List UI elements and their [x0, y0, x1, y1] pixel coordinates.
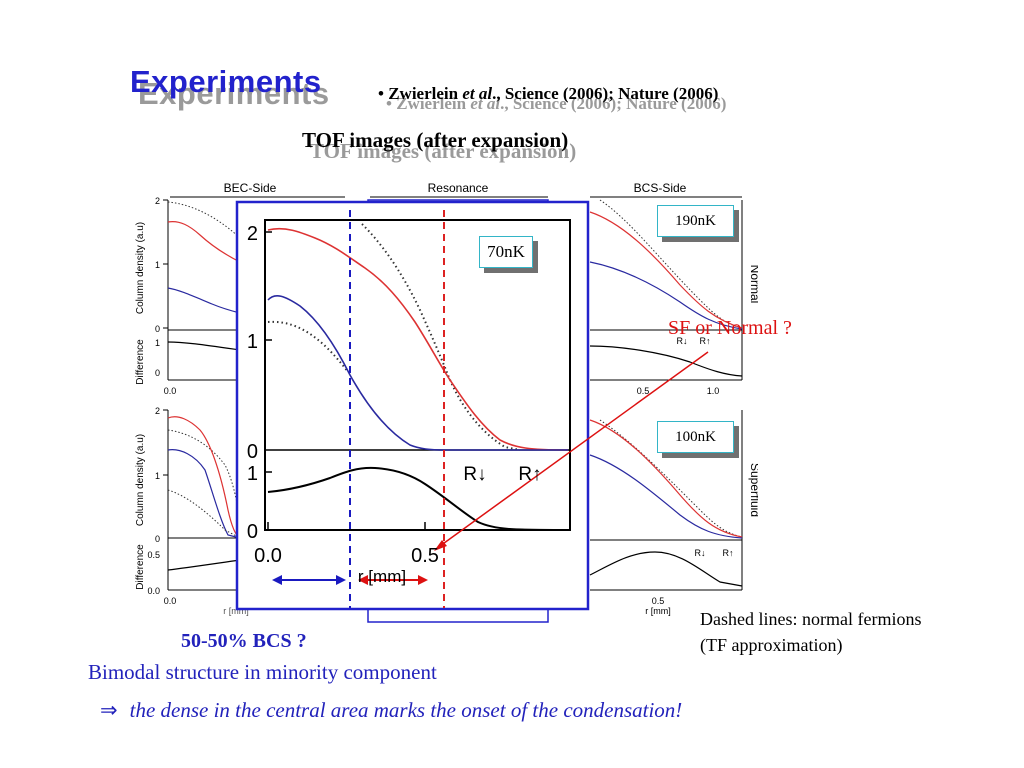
svg-text:2: 2: [155, 196, 160, 206]
panel-bec-superfluid: 2 1 0 0.5 0.0: [147, 406, 241, 596]
svg-text:1: 1: [155, 260, 160, 270]
dashed-lines-note: Dashed lines: normal fermions (TF approx…: [700, 606, 921, 658]
subtitle-shadow: TOF images (after expansion): [310, 139, 577, 163]
svg-text:R↑: R↑: [723, 548, 734, 558]
temperature-tag-70nk: 70nK: [479, 236, 533, 268]
col-title-resonance: Resonance: [428, 181, 489, 195]
title-shadow: Experiments: [138, 76, 330, 111]
panel-bcs-normal: R↓ R↑: [589, 199, 743, 381]
x-tick-top-right-05: 0.5: [637, 386, 650, 396]
temperature-tag-100nk: 100nK: [657, 421, 734, 453]
svg-text:0: 0: [155, 324, 160, 334]
col-title-bec: BEC-Side: [224, 181, 277, 195]
svg-text:R↓: R↓: [695, 548, 706, 558]
svg-text:0: 0: [155, 534, 160, 544]
inset-y-tick-diff-1: 1: [247, 463, 258, 485]
svg-text:0.5: 0.5: [147, 550, 160, 560]
y-label-density-top: Column density (a.u): [135, 222, 146, 314]
slide-title: Experiments: [130, 64, 322, 99]
x-label-bottom-left: r [mm]: [223, 606, 249, 616]
reference-journals: ., Science (2006); Nature (2006): [492, 84, 719, 103]
y-label-difference-bottom: Difference: [135, 544, 146, 590]
svg-text:R↑: R↑: [700, 336, 711, 346]
bcs-annotation: 50-50% BCS ?: [181, 630, 307, 652]
inset-y-tick-2: 2: [247, 223, 258, 245]
sf-or-normal-annotation: SF or Normal ?: [668, 317, 792, 339]
reference-authors: • Zwierlein: [378, 84, 463, 103]
x-tick-top-right-10: 1.0: [707, 386, 720, 396]
onset-statement: ⇒ the dense in the central area marks the…: [100, 698, 682, 723]
inset-plot: [235, 200, 709, 611]
svg-text:R↓: R↓: [677, 336, 688, 346]
inset-r-down-label: R↓: [463, 464, 486, 485]
bimodal-statement: Bimodal structure in minority component: [88, 660, 437, 684]
reference-citation: • Zwierlein et al., Science (2006); Natu…: [378, 84, 718, 104]
col-title-bcs: BCS-Side: [634, 181, 687, 195]
x-tick-top-left-0: 0.0: [164, 386, 177, 396]
inset-x-tick-0: 0.0: [254, 545, 282, 567]
inset-y-tick-diff-0: 0: [247, 521, 258, 543]
row-label-superfluid: Superfluid: [748, 463, 758, 517]
inset-r-up-label: R↑: [518, 464, 541, 485]
panel-bcs-superfluid: R↓ R↑: [589, 410, 743, 591]
tof-density-figure: BEC-Side Resonance BCS-Side Column densi…: [135, 181, 758, 623]
panel-bec-normal: 2 1 0 1 0: [155, 196, 241, 381]
inset-x-tick-05: 0.5: [411, 545, 439, 567]
inset-x-label: r [mm]: [358, 567, 406, 586]
temperature-tag-190nk: 190nK: [657, 205, 734, 237]
dashed-note-line2: (TF approximation): [700, 635, 843, 655]
svg-text:1: 1: [155, 338, 160, 348]
inset-y-tick-1: 1: [247, 331, 258, 353]
row-label-normal: Normal: [748, 265, 758, 304]
x-tick-bottom-left-0: 0.0: [164, 596, 177, 606]
dashed-note-line1: Dashed lines: normal fermions: [700, 609, 922, 629]
svg-text:0.0: 0.0: [147, 586, 160, 596]
implies-arrow-icon: ⇒: [100, 698, 118, 722]
svg-text:1: 1: [155, 471, 160, 481]
onset-text: the dense in the central area marks the …: [129, 698, 683, 722]
x-tick-bottom-right-05: 0.5: [652, 596, 665, 606]
svg-text:2: 2: [155, 406, 160, 416]
inset-y-tick-0: 0: [247, 441, 258, 463]
slide-subtitle: TOF images (after expansion): [302, 128, 569, 152]
svg-text:0: 0: [155, 368, 160, 378]
y-label-density-bottom: Column density (a.u): [135, 434, 146, 526]
reference-shadow: • Zwierlein et al., Science (2006); Natu…: [386, 94, 727, 113]
x-label-bottom-right: r [mm]: [645, 606, 671, 616]
reference-etal: et al: [462, 84, 493, 103]
y-label-difference-top: Difference: [135, 339, 146, 385]
